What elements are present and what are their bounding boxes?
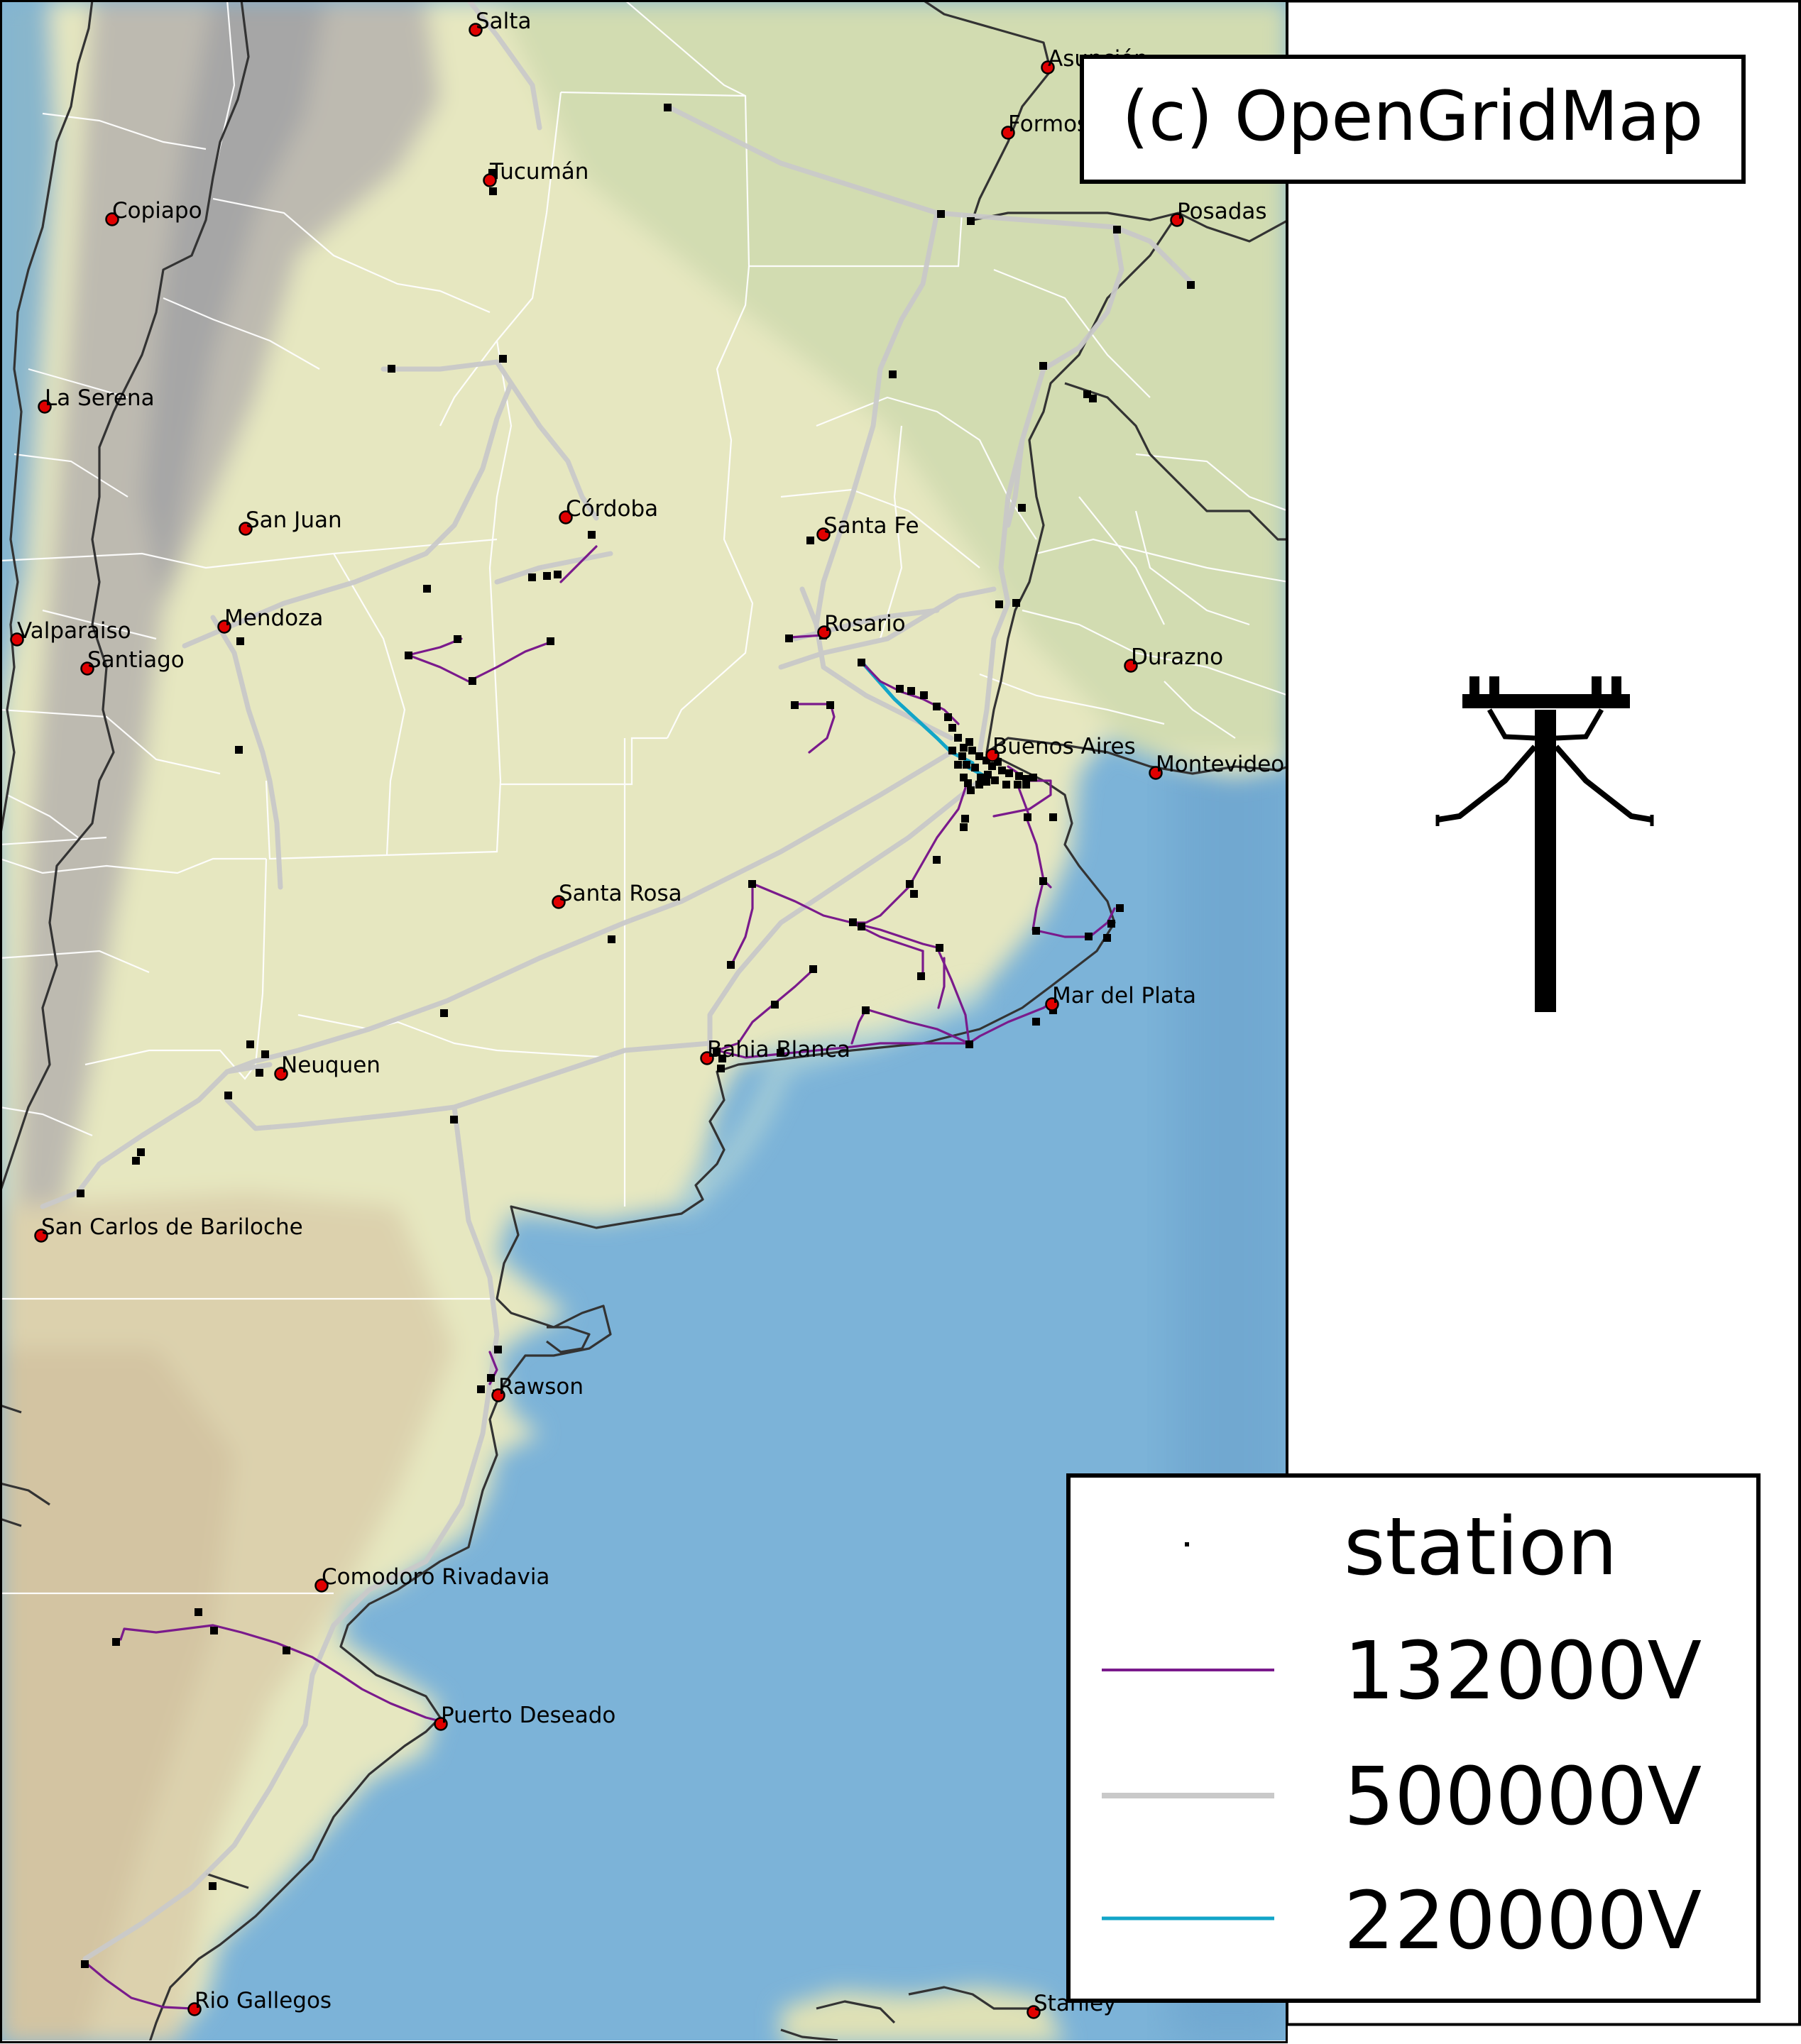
city-label-posadas: Posadas bbox=[1177, 199, 1267, 224]
city-marker-salta[interactable] bbox=[469, 23, 483, 37]
city-marker-rawson[interactable] bbox=[491, 1388, 505, 1402]
city-label-rosario: Rosario bbox=[824, 611, 906, 637]
city-label-santa-fe: Santa Fe bbox=[823, 513, 919, 539]
land-relief bbox=[2, 2, 1286, 2040]
city-marker-buenos-aires[interactable] bbox=[985, 748, 1000, 762]
city-marker-san-juan[interactable] bbox=[239, 522, 253, 536]
city-label-tucuman: Tucumán bbox=[489, 159, 589, 185]
side-panel-frame bbox=[1286, 0, 1801, 2026]
city-marker-santiago[interactable] bbox=[80, 661, 94, 676]
city-marker-la-serena[interactable] bbox=[38, 400, 52, 414]
city-label-santiago: Santiago bbox=[87, 647, 185, 673]
legend-label-station: station bbox=[1344, 1501, 1617, 1593]
city-marker-formosa[interactable] bbox=[1001, 126, 1015, 140]
city-marker-rosario[interactable] bbox=[817, 625, 831, 639]
city-label-cordoba: Córdoba bbox=[566, 496, 658, 522]
city-label-san-juan: San Juan bbox=[246, 507, 342, 533]
city-label-puerto-deseado: Puerto Deseado bbox=[441, 1703, 615, 1728]
city-label-rawson: Rawson bbox=[498, 1374, 584, 1400]
city-marker-santa-fe[interactable] bbox=[816, 527, 831, 542]
city-label-rio-gallegos: Rio Gallegos bbox=[195, 1988, 332, 2013]
city-label-salta: Salta bbox=[476, 9, 531, 34]
city-label-neuquen: Neuquen bbox=[281, 1053, 381, 1078]
city-marker-durazno[interactable] bbox=[1124, 659, 1138, 673]
city-label-la-serena: La Serena bbox=[45, 385, 155, 411]
legend-label-500kv: 500000V bbox=[1344, 1751, 1702, 1843]
city-marker-valparaiso[interactable] bbox=[10, 632, 24, 647]
city-marker-montevideo[interactable] bbox=[1149, 766, 1163, 780]
map-area[interactable]: Salta Asunción Formosa Tucumán Copiapo P… bbox=[0, 0, 1292, 2044]
credit-text: (c) OpenGridMap bbox=[1122, 77, 1704, 156]
city-marker-mendoza[interactable] bbox=[217, 620, 231, 634]
city-marker-mar-del-plata[interactable] bbox=[1045, 997, 1059, 1011]
city-label-mendoza: Mendoza bbox=[224, 605, 323, 631]
legend-station-symbol bbox=[1185, 1542, 1189, 1546]
city-marker-comodoro-rivadavia[interactable] bbox=[314, 1578, 329, 1593]
city-marker-santa-rosa[interactable] bbox=[552, 895, 566, 909]
city-marker-stanley[interactable] bbox=[1027, 2005, 1041, 2019]
city-marker-puerto-deseado[interactable] bbox=[434, 1717, 448, 1731]
stations bbox=[77, 104, 1195, 1968]
city-marker-tucuman[interactable] bbox=[483, 173, 497, 187]
city-marker-neuquen[interactable] bbox=[274, 1067, 288, 1081]
city-label-durazno: Durazno bbox=[1131, 644, 1223, 670]
city-marker-cordoba[interactable] bbox=[559, 510, 573, 524]
city-marker-posadas[interactable] bbox=[1170, 213, 1184, 227]
legend: station 132000V 500000V 220000V bbox=[1066, 1473, 1761, 2003]
city-label-bariloche: San Carlos de Bariloche bbox=[41, 1214, 303, 1240]
city-markers: Salta Asunción Formosa Tucumán Copiapo P… bbox=[10, 9, 1284, 2019]
city-marker-rio-gallegos[interactable] bbox=[187, 2002, 202, 2016]
city-marker-copiapo[interactable] bbox=[105, 212, 119, 226]
city-label-buenos-aires: Buenos Aires bbox=[992, 734, 1136, 759]
city-label-valparaiso: Valparaiso bbox=[17, 618, 131, 644]
legend-box bbox=[1066, 1473, 1761, 2003]
city-label-copiapo: Copiapo bbox=[112, 198, 202, 224]
city-label-comodoro-rivadavia: Comodoro Rivadavia bbox=[322, 1564, 549, 1590]
city-label-montevideo: Montevideo bbox=[1156, 752, 1284, 777]
legend-label-220kv: 220000V bbox=[1344, 1875, 1702, 1967]
legend-label-132kv: 132000V bbox=[1344, 1625, 1702, 1718]
power-pylon-icon bbox=[1435, 676, 1654, 1012]
coastline bbox=[2, 2, 1286, 2040]
city-marker-asuncion[interactable] bbox=[1041, 60, 1055, 75]
credit-box: (c) OpenGridMap bbox=[1080, 55, 1746, 184]
city-marker-bariloche[interactable] bbox=[34, 1229, 48, 1243]
city-label-mar-del-plata: Mar del Plata bbox=[1052, 983, 1196, 1009]
city-marker-bahia-blanca[interactable] bbox=[700, 1051, 714, 1065]
city-label-bahia-blanca: Bahia Blanca bbox=[707, 1037, 850, 1062]
city-label-santa-rosa: Santa Rosa bbox=[559, 881, 682, 906]
lines-500kv bbox=[40, 2, 1195, 1962]
